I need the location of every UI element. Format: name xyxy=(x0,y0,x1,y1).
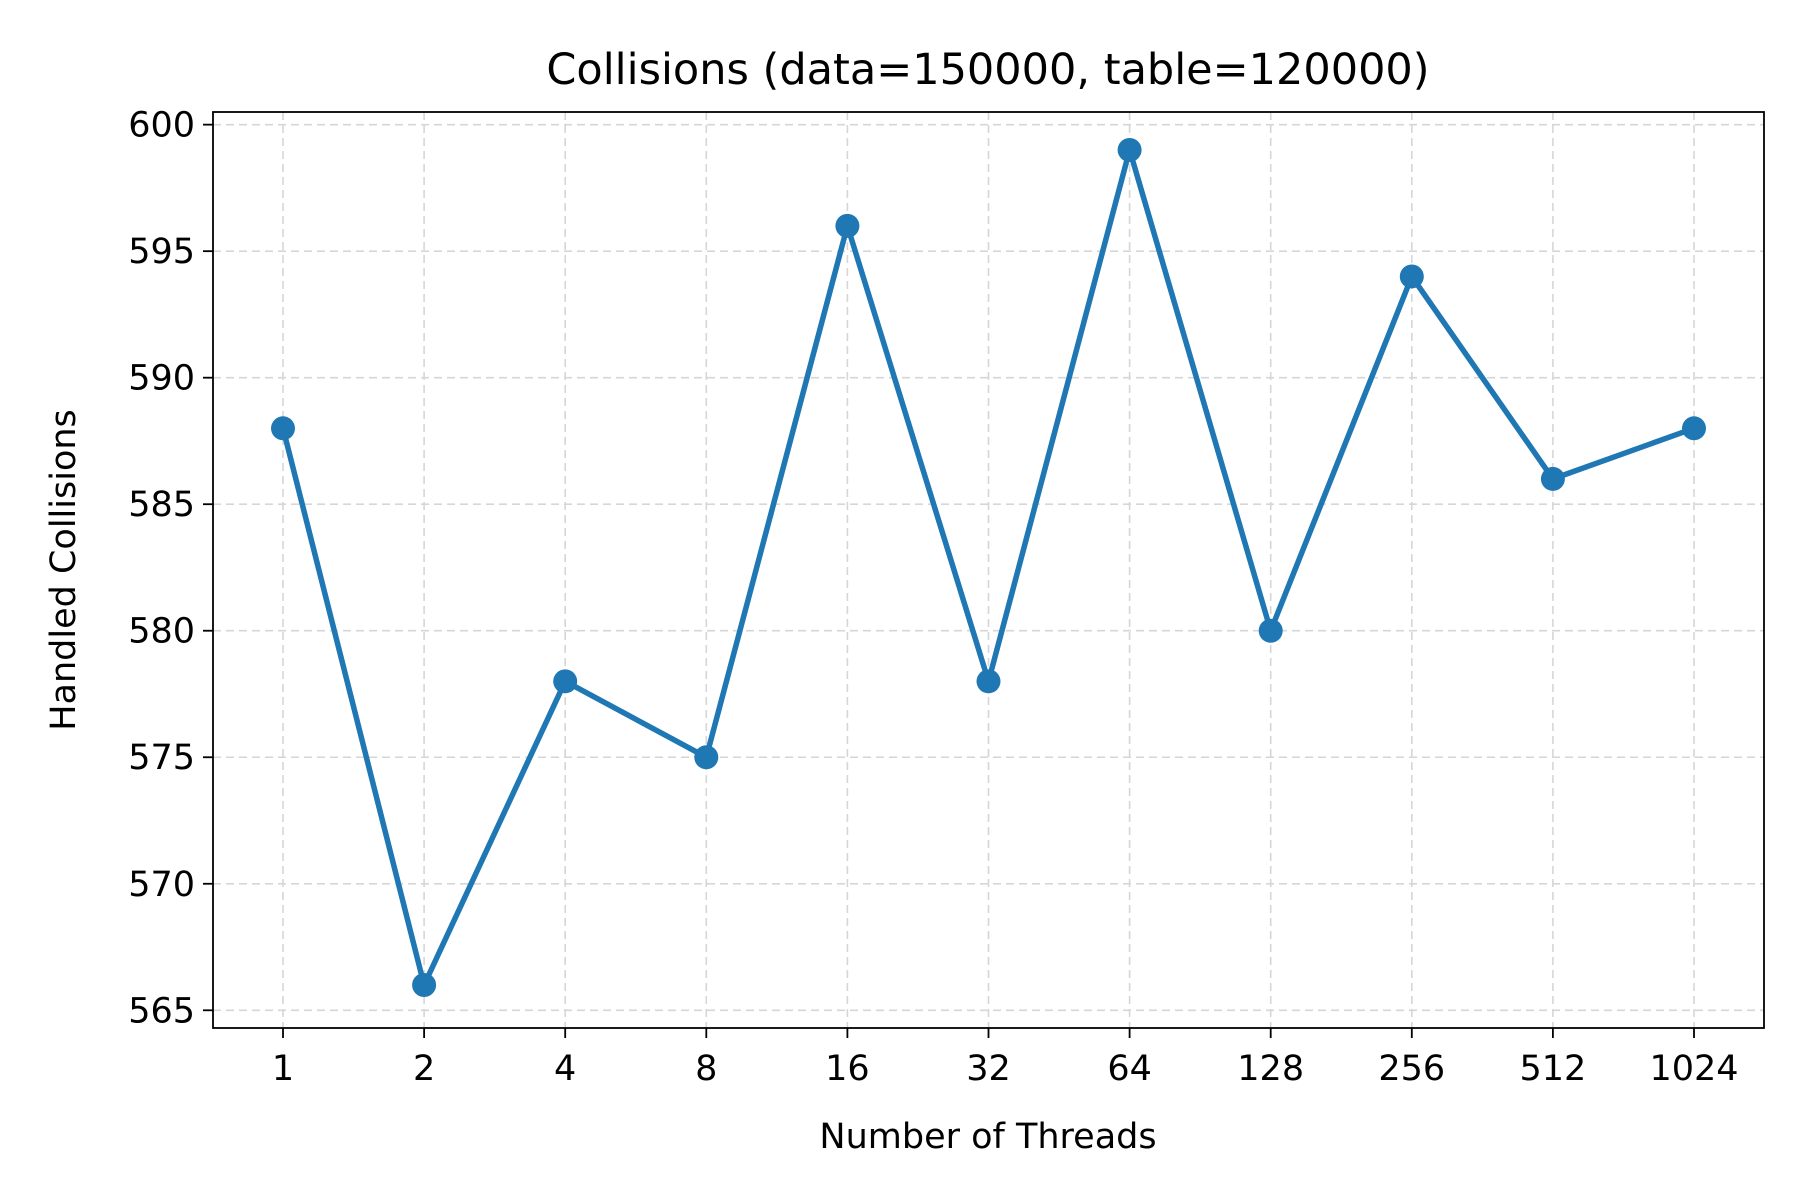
x-tick-label: 2 xyxy=(413,1049,435,1089)
data-point xyxy=(835,213,860,238)
data-point xyxy=(1682,416,1706,441)
y-tick-label: 600 xyxy=(128,106,195,146)
data-point xyxy=(553,669,578,694)
data-point xyxy=(1258,618,1283,643)
x-tick-label: 8 xyxy=(695,1049,717,1089)
data-point xyxy=(976,669,1001,694)
data-point xyxy=(1540,466,1565,491)
y-tick-label: 570 xyxy=(128,865,195,905)
y-tick-label: 585 xyxy=(128,485,195,525)
x-tick-label: 16 xyxy=(825,1049,870,1089)
x-tick-label: 1024 xyxy=(1649,1049,1738,1089)
x-tick-label: 64 xyxy=(1107,1049,1152,1089)
data-point xyxy=(1399,264,1424,289)
data-point xyxy=(412,972,437,997)
x-tick-label: 1 xyxy=(272,1049,294,1089)
plot-frame xyxy=(212,111,1765,1029)
y-tick-label: 590 xyxy=(128,359,195,399)
y-tick-label: 575 xyxy=(128,738,195,778)
data-point xyxy=(1117,137,1142,162)
x-tick-label: 128 xyxy=(1237,1049,1304,1089)
chart-title: Collisions (data=150000, table=120000) xyxy=(546,45,1429,95)
grid xyxy=(213,112,1764,1028)
axis-ticks: 1 2 4 8 16 32 64 128 256 512 1024 565 570 575 580 585 59… xyxy=(128,106,1738,1089)
y-axis-label: Handled Collisions xyxy=(44,409,84,731)
data-point xyxy=(271,416,295,441)
x-tick-label: 4 xyxy=(554,1049,576,1089)
x-tick-label: 32 xyxy=(966,1049,1011,1089)
y-tick-label: 595 xyxy=(128,232,195,272)
y-tick-label: 565 xyxy=(128,991,195,1031)
data-point xyxy=(694,745,719,770)
x-tick-label: 256 xyxy=(1378,1049,1445,1089)
series-layer xyxy=(271,137,1706,997)
x-tick-label: 512 xyxy=(1519,1049,1586,1089)
y-tick-label: 580 xyxy=(128,612,195,652)
x-axis-label: Number of Threads xyxy=(819,1117,1156,1157)
